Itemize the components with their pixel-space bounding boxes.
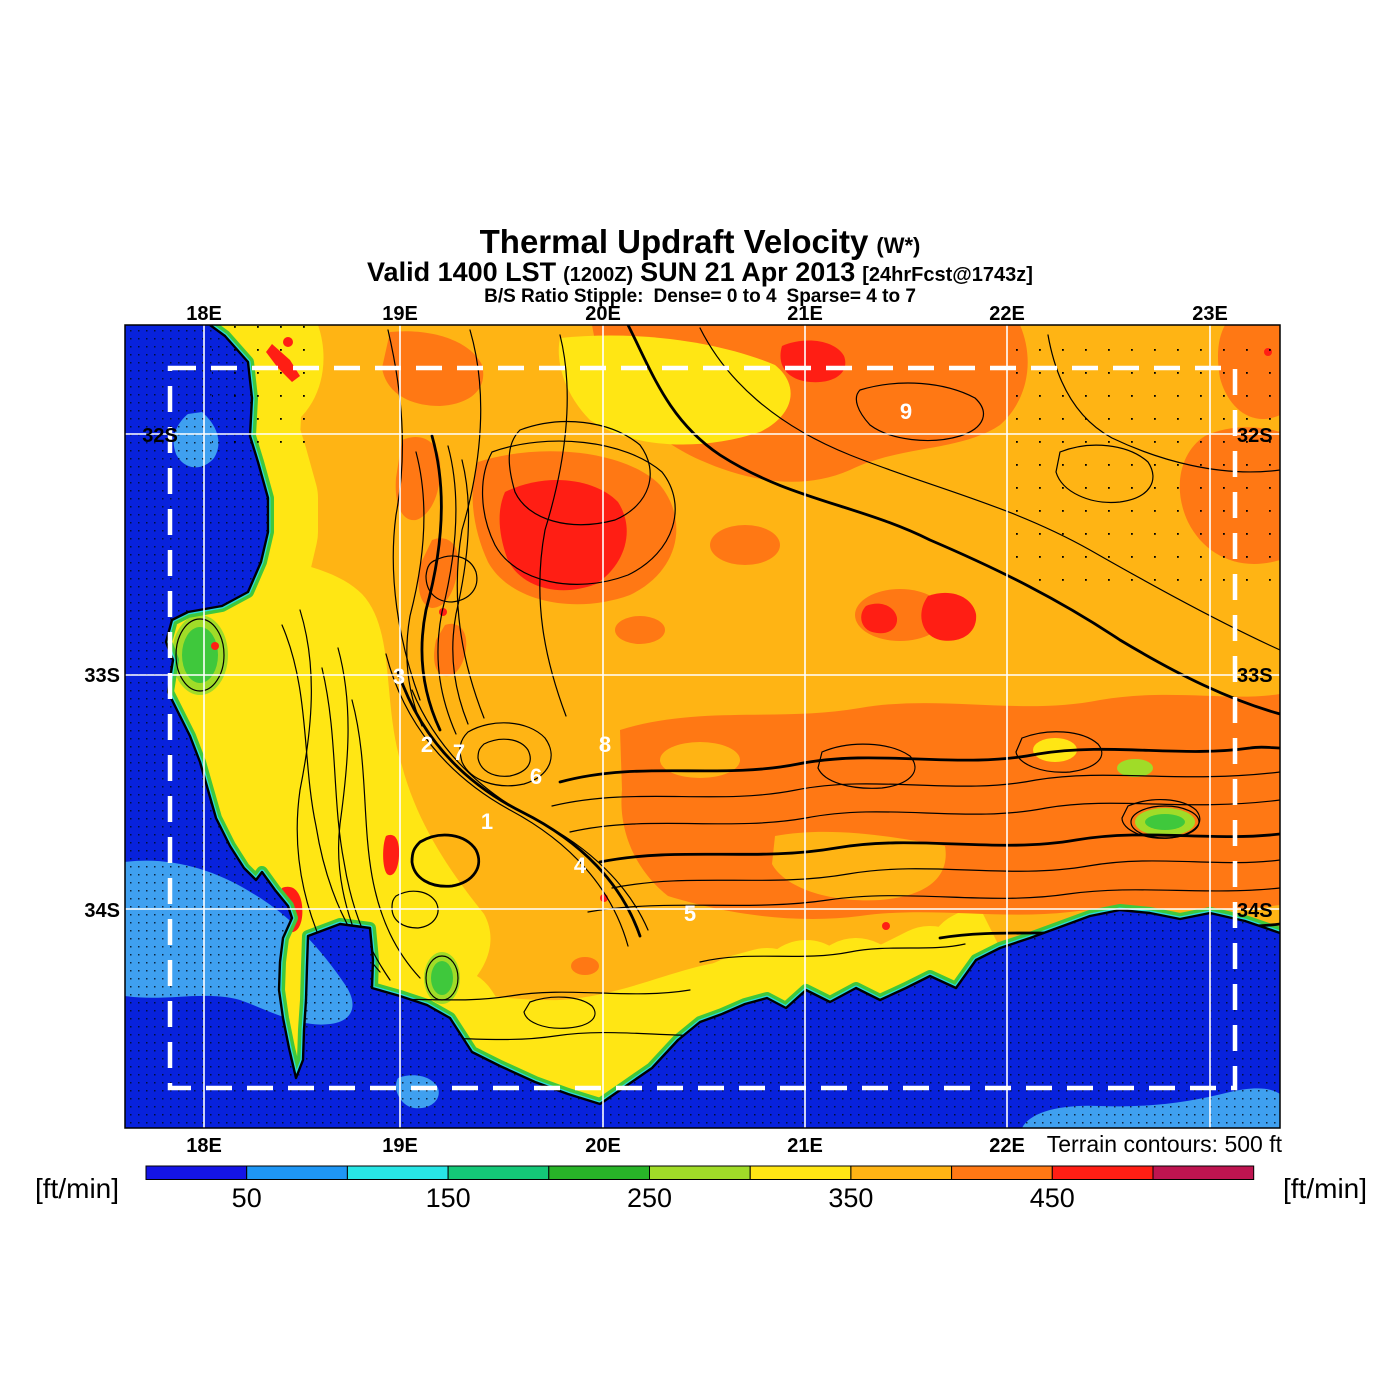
site-label-7: 7 xyxy=(453,740,465,765)
lon-label: 21E xyxy=(787,303,823,325)
lon-label: 19E xyxy=(382,303,418,325)
lat-label: 34S xyxy=(84,900,120,922)
valid-time-line: Valid 1400 LST (1200Z) SUN 21 Apr 2013 [24h… xyxy=(367,257,1033,287)
colorbar-segment xyxy=(447,1165,550,1180)
colorbar-segment xyxy=(346,1165,449,1180)
site-label-9: 9 xyxy=(900,399,912,424)
graticule xyxy=(125,325,1280,1128)
map-canvas: 1 2 3 4 5 6 7 8 9 xyxy=(125,325,1280,1128)
lat-label: 32S xyxy=(142,425,178,447)
zone-low-pockets xyxy=(172,615,1195,1004)
lon-label: 21E xyxy=(787,1135,823,1157)
colorbar-segment xyxy=(246,1165,348,1180)
zone-amber-holes xyxy=(660,742,946,901)
lon-label: 23E xyxy=(1192,303,1228,325)
site-label-3: 3 xyxy=(393,664,405,689)
colorbar-tick: 250 xyxy=(627,1183,672,1213)
site-label-1: 1 xyxy=(481,809,493,834)
lat-label: 34S xyxy=(1237,900,1273,922)
colorbar-segment xyxy=(749,1165,852,1180)
colorbar-segment xyxy=(850,1165,953,1180)
site-label-6: 6 xyxy=(530,764,542,789)
colorbar-segment xyxy=(548,1165,650,1180)
lon-label: 22E xyxy=(989,1135,1025,1157)
terrain-contours-note: Terrain contours: 500 ft xyxy=(1047,1131,1283,1157)
site-label-5: 5 xyxy=(684,901,696,926)
latitude-labels-right: 32S 33S 34S xyxy=(1237,425,1273,922)
lon-label: 22E xyxy=(989,303,1025,325)
site-label-4: 4 xyxy=(574,853,587,878)
stipple-note: B/S Ratio Stipple: Dense= 0 to 4 Sparse= 4… xyxy=(484,286,916,307)
longitude-labels-top: 18E 19E 20E 21E 22E 23E xyxy=(186,303,1228,325)
lat-label: 32S xyxy=(1237,425,1273,447)
site-markers: 1 2 3 4 5 6 7 8 9 xyxy=(393,399,912,926)
lon-label: 20E xyxy=(585,303,621,325)
colorbar-tick: 150 xyxy=(426,1183,471,1213)
stipple-sparse-nw-coast xyxy=(212,326,322,446)
latitude-labels-left: 32S 33S 34S xyxy=(84,425,177,922)
lon-label: 18E xyxy=(186,303,222,325)
lon-label: 18E xyxy=(186,1135,222,1157)
colorbar-tick: 450 xyxy=(1030,1183,1075,1213)
page-title: Thermal Updraft Velocity (W*) xyxy=(480,223,921,260)
colorbar-tick: 50 xyxy=(232,1183,262,1213)
site-label-2: 2 xyxy=(421,732,433,757)
colorbar-segment xyxy=(649,1165,751,1180)
lon-label: 19E xyxy=(382,1135,418,1157)
lon-label: 20E xyxy=(585,1135,621,1157)
colorbar-unit-right: [ft/min] xyxy=(1283,1173,1367,1204)
lat-label: 33S xyxy=(84,665,120,687)
colorbar: 50 150 250 350 450 [ft/min] [ft/min] xyxy=(35,1165,1367,1213)
colorbar-unit-left: [ft/min] xyxy=(35,1173,119,1204)
site-label-8: 8 xyxy=(599,732,611,757)
map-frame xyxy=(124,324,1281,1129)
colorbar-segment xyxy=(145,1165,248,1180)
domain-box xyxy=(167,365,1238,1091)
colorbar-segment xyxy=(1152,1165,1255,1180)
colorbar-segment xyxy=(951,1165,1053,1180)
colorbar-segment xyxy=(1051,1165,1154,1180)
longitude-labels-bottom: 18E 19E 20E 21E 22E xyxy=(186,1135,1025,1157)
colorbar-ticks: 50 150 250 350 450 xyxy=(232,1183,1075,1213)
lat-label: 33S xyxy=(1237,665,1273,687)
colorbar-tick: 350 xyxy=(828,1183,873,1213)
